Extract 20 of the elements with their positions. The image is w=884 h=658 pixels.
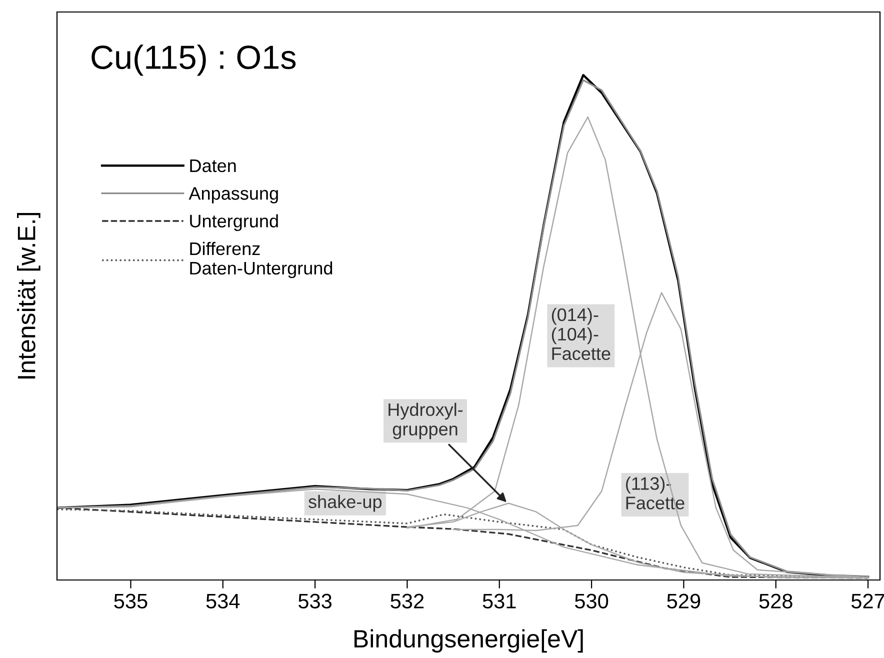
annotation: Hydroxyl- gruppen [388,402,463,440]
chart-title: Cu(115) : O1s [92,44,296,76]
legend-label: Daten [190,160,236,172]
annotation: shake-up [308,494,382,512]
x-tick-label: 534 [206,594,240,608]
x-tick-label: 535 [114,594,148,608]
x-axis-title: Bindungsenergie[eV] [354,629,583,653]
annotation: (113)- Facette [626,476,684,510]
legend-label: Anpassung [188,187,278,204]
x-tick-label: 531 [482,594,516,608]
x-tick-label: 527 [851,594,884,608]
annotation: (014)- (104)- Facette [552,308,610,360]
x-tick-label: 530 [574,594,608,608]
legend-label: Untergrund [190,214,278,232]
x-tick-label: 532 [390,594,424,608]
y-axis-title: Intensität [w.E.] [17,213,40,378]
x-tick-label: 529 [667,594,700,608]
legend-label: Differenz Daten-Untergrund [190,242,332,278]
x-tick-label: 528 [759,594,792,608]
x-tick-label: 533 [298,594,332,608]
